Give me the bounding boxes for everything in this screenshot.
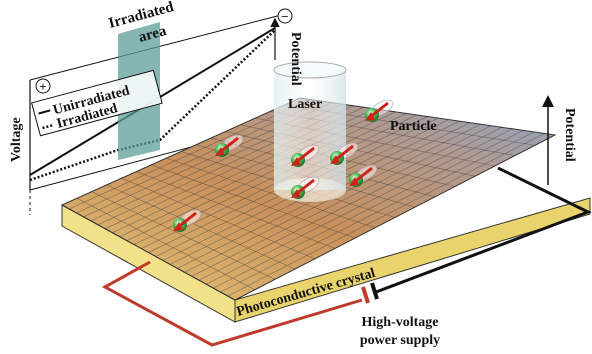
supply-label-line1: High-voltage (362, 315, 439, 330)
irradiated-area-line2: area (137, 23, 169, 46)
particle-label: Particle (390, 119, 437, 134)
irradiated-area-line1: Irradiated (107, 0, 176, 32)
laser-beam (274, 70, 346, 190)
supply-plate-positive (363, 287, 368, 303)
potential-right-label: Potential (562, 108, 577, 162)
supply-label-line2: power supply (360, 333, 440, 348)
diagram: + − Irradiated area Potential Voltage Un… (0, 0, 592, 349)
voltage-label: Voltage (9, 117, 24, 162)
plus-sign: + (39, 79, 46, 94)
laser-top (274, 62, 346, 78)
potential-left-label: Potential (288, 32, 303, 86)
minus-sign: − (281, 9, 288, 24)
laser-label: Laser (288, 97, 322, 112)
